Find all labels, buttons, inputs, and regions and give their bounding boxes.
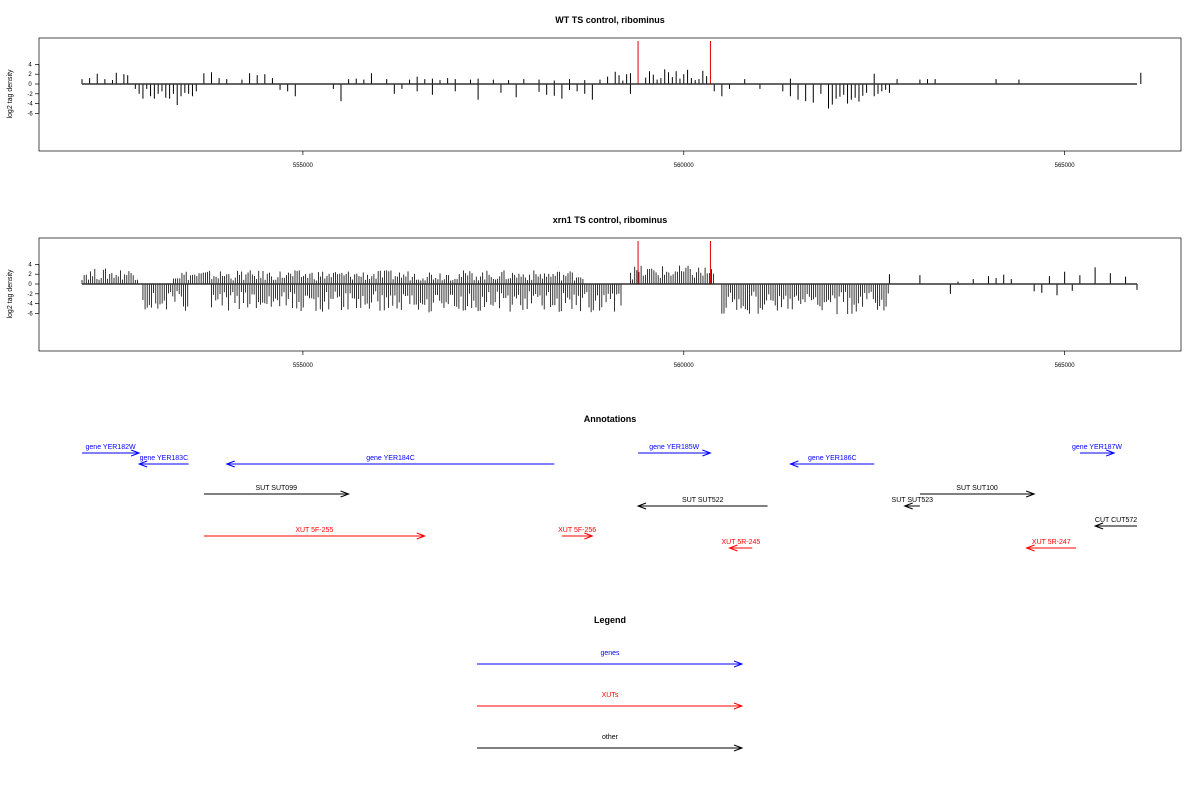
annotation-label: SUT SUT523: [892, 497, 934, 504]
xrn1-axes: 4 2 0 -2 -4 -6 555000 560000 565000: [27, 262, 1137, 369]
annotations-title: Annotations: [584, 414, 637, 424]
annotation-label: SUT SUT522: [682, 497, 724, 504]
annotation-label: gene YER187W: [1072, 444, 1122, 451]
xrn1-bars: [81, 241, 1138, 315]
y-tick-label: 0: [28, 282, 32, 288]
annotation-arrow: [1093, 522, 1137, 530]
legend-label: other: [602, 734, 619, 741]
y-tick-label: 2: [28, 272, 32, 278]
x-tick-label: 555000: [293, 363, 314, 369]
annotation-label: XUT 5F-255: [295, 527, 333, 534]
legend-items: genes XUTs other: [477, 650, 744, 752]
annotation-label: SUT SUT100: [956, 485, 998, 492]
y-tick-label: -4: [27, 302, 33, 308]
wt-panel: WT TS control, ribominus 4 2 0 -2 -4 -6 555000…: [7, 15, 1182, 169]
wt-plot-frame: [38, 37, 1182, 152]
x-tick-label: 560000: [674, 363, 695, 369]
annotation-arrow: [788, 460, 875, 468]
legend-label: genes: [600, 650, 620, 657]
annotation-label: XUT 5R-247: [1032, 539, 1071, 546]
wt-y-axis-label: log2 tag density: [7, 69, 14, 119]
wt-panel-title: WT TS control, ribominus: [555, 15, 665, 25]
legend-arrow: [477, 744, 744, 752]
wt-bars: [81, 41, 1142, 109]
annotation-arrow: [203, 532, 427, 540]
annotation-arrow: [561, 532, 594, 540]
annotation-arrow: [636, 502, 768, 510]
xrn1-panel-title: xrn1 TS control, ribominus: [553, 215, 668, 225]
x-tick-label: 555000: [293, 163, 314, 169]
wt-axes: 4 2 0 -2 -4 -6 555000 560000 565000: [27, 62, 1137, 169]
legend-label: XUTs: [602, 692, 619, 699]
y-tick-label: 2: [28, 72, 32, 78]
legend-title: Legend: [594, 615, 626, 625]
x-tick-label: 565000: [1055, 163, 1076, 169]
y-tick-label: -2: [27, 92, 33, 98]
x-tick-label: 560000: [674, 163, 695, 169]
y-tick-label: 0: [28, 82, 32, 88]
y-tick-label: -4: [27, 102, 33, 108]
annotation-arrow: [137, 460, 189, 468]
annotation-label: gene YER183C: [140, 455, 189, 462]
annotation-label: XUT 5R-245: [722, 539, 761, 546]
y-tick-label: 4: [28, 62, 32, 68]
annotation-items: gene YER182W gene YER183C gene YER184C gene…: [82, 444, 1137, 552]
annotation-label: CUT CUT572: [1095, 517, 1137, 524]
annotation-label: SUT SUT099: [255, 485, 297, 492]
annotation-label: gene YER184C: [366, 455, 415, 462]
xrn1-panel: xrn1 TS control, ribominus 4 2 0 -2 -4 -6 5550…: [7, 215, 1182, 369]
annotation-arrow: [903, 502, 920, 510]
xrn1-y-axis-label: log2 tag density: [7, 269, 14, 319]
annotation-label: gene YER186C: [808, 455, 857, 462]
y-tick-label: 4: [28, 262, 32, 268]
legend-section: Legend genes XUTs other: [477, 615, 744, 752]
annotation-arrow: [638, 449, 712, 457]
annotation-arrow: [1079, 449, 1116, 457]
annotation-arrow: [82, 449, 141, 457]
y-tick-label: -2: [27, 292, 33, 298]
annotation-arrow: [1025, 544, 1077, 552]
annotation-arrow: [225, 460, 555, 468]
annotation-arrow: [203, 490, 351, 498]
annotation-arrow: [728, 544, 753, 552]
annotation-label: gene YER182W: [86, 444, 136, 451]
annotation-label: gene YER185W: [649, 444, 699, 451]
y-tick-label: -6: [27, 111, 33, 117]
annotation-arrow: [919, 490, 1036, 498]
annotation-label: XUT 5F-256: [558, 527, 596, 534]
y-tick-label: -6: [27, 311, 33, 317]
legend-arrow: [477, 702, 744, 710]
legend-arrow: [477, 660, 744, 668]
x-tick-label: 565000: [1055, 363, 1076, 369]
